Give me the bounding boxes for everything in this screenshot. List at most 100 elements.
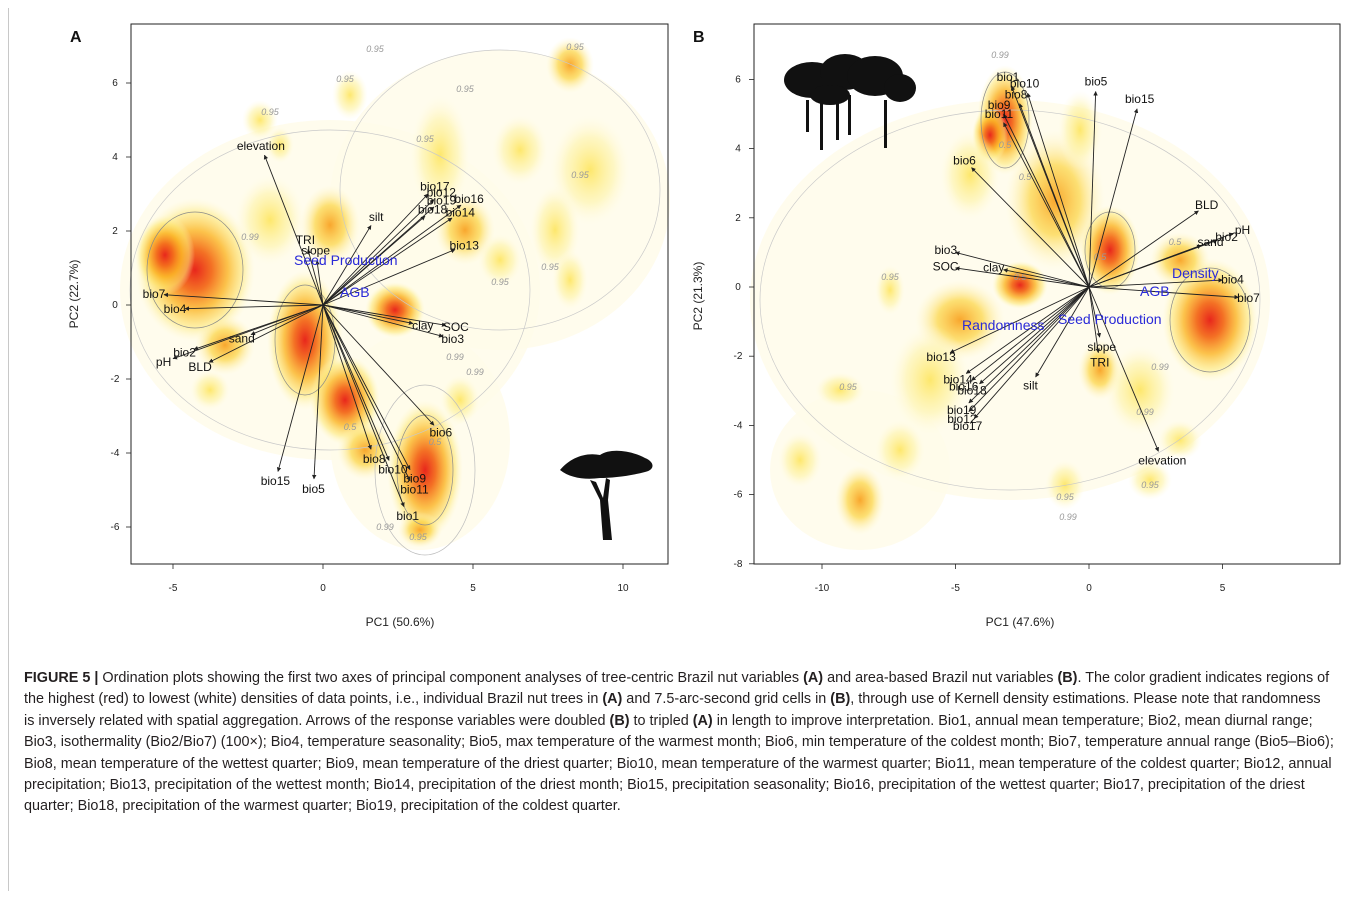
- panel-a-xtick-label: 0: [320, 583, 326, 594]
- panel-a-arrow-label-bio17: bio17: [420, 180, 450, 194]
- panel-a-response-label-agb: AGB: [340, 284, 370, 300]
- panel-b-arrow-label-clay: clay: [983, 261, 1004, 275]
- panel-b-ytick-label: 2: [735, 213, 741, 224]
- panel-b-contour-label: 0.5: [1169, 237, 1183, 247]
- panel-a-arrow-label-bio15: bio15: [261, 474, 291, 488]
- panel-a-ytick-label: 6: [112, 78, 118, 89]
- panel-a-ytick-label: 0: [112, 300, 118, 311]
- panel-b-arrow-label-bio6: bio6: [953, 154, 976, 168]
- panel-b-arrow-soc: [955, 266, 1090, 288]
- panel-b-arrow-bio9: [1003, 113, 1090, 288]
- panel-b-plot-frame: [753, 23, 1341, 565]
- panel-b-arrow-bio6: [971, 167, 1090, 288]
- panel-a-xtick-label: 10: [617, 583, 629, 594]
- panel-a-ytick-label: -6: [111, 522, 120, 533]
- panel-a-arrow-bio8: [322, 304, 372, 450]
- panel-b-arrow-bio10: [1026, 92, 1090, 288]
- panel-b-tree-silhouette: [784, 54, 916, 150]
- panel-b-contour-label: 0.5: [999, 140, 1013, 150]
- panel-a-response-label-seed-production: Seed Production: [294, 252, 398, 268]
- panel-a-arrow-label-bio4: bio4: [164, 302, 187, 316]
- panel-b-arrow-tri: [1088, 286, 1101, 354]
- figure-caption: FIGURE 5 | Ordination plots showing the …: [24, 668, 1334, 818]
- caption-panel-ref: (A): [692, 712, 713, 729]
- panel-b-arrow-bio3: [955, 251, 1090, 288]
- panel-a-arrow-label-bio14: bio14: [446, 205, 476, 219]
- panel-b-contour-label: 0.95: [839, 382, 858, 392]
- panel-a-contour-label: 0.5: [429, 437, 443, 447]
- panel-b-response-label-seed-production: Seed Production: [1058, 311, 1162, 327]
- panel-a-arrow-bio17: [322, 193, 429, 306]
- panel-b-response-label-agb: AGB: [1140, 283, 1170, 299]
- panel-a-arrow-bio11: [322, 304, 411, 482]
- panel-b-arrow-bio11: [1003, 122, 1090, 288]
- panel-a-arrow-sand: [250, 304, 324, 336]
- panel-b-contour-label: 0.95: [881, 272, 900, 282]
- panel-a-arrow-bio7: [163, 292, 324, 306]
- panel-b-arrow-label-slope: slope: [1087, 340, 1116, 354]
- panel-b-arrow-label-silt: silt: [1023, 379, 1038, 393]
- panel-a-arrow-label-bio19: bio19: [427, 193, 457, 207]
- panel-b-arrow-bld: [1088, 210, 1199, 288]
- panel-a-ytick-label: -4: [111, 448, 120, 459]
- panel-a-arrow-elevation: [263, 154, 324, 306]
- panel-a-arrow-label-bio3: bio3: [441, 332, 464, 346]
- panel-a-arrow-bio5: [311, 304, 324, 480]
- figure-frame: [8, 8, 1350, 891]
- panel-b-arrow-label-bio4: bio4: [1221, 273, 1244, 287]
- panel-b-arrow-label-bio19: bio19: [947, 403, 977, 417]
- panel-a-arrow-bio3: [322, 304, 444, 338]
- panel-b-arrow-bio4: [1088, 278, 1223, 288]
- panel-a-arrow-label-bio18: bio18: [418, 203, 448, 217]
- panel-a-arrow-bio4: [184, 304, 324, 311]
- panel-b-arrow-label-bio15: bio15: [1125, 92, 1155, 106]
- panel-a-tree-silhouette: [560, 450, 653, 540]
- panel-b-arrow-label-ph: pH: [1235, 223, 1250, 237]
- panel-a-arrow-label-bio6: bio6: [429, 426, 452, 440]
- panel-b-contour-label: 0.95: [1056, 492, 1075, 502]
- panel-a-arrow-bio18: [322, 215, 426, 306]
- panel-b-ytick-label: -6: [734, 490, 743, 501]
- panel-b-arrow-bio18: [979, 286, 1090, 385]
- panel-a-arrow-label-soc: SOC: [443, 320, 469, 334]
- panel-b-ytick-label: 0: [735, 282, 741, 293]
- caption-panel-ref: (A): [803, 670, 824, 686]
- panel-b-arrow-label-soc: SOC: [933, 260, 959, 274]
- panel-a-contour-label: 0.95: [571, 170, 590, 180]
- panel-a-plot-frame: [130, 23, 669, 565]
- panel-a-arrow-label-bio12: bio12: [427, 186, 457, 200]
- panel-a-arrow-label-bio16: bio16: [454, 192, 484, 206]
- panel-a-arrow-silt: [322, 225, 372, 306]
- panel-a-arrow-bio16: [322, 204, 462, 306]
- panel-a-arrow-bio15: [276, 304, 324, 472]
- panel-a-contour-label: 0.99: [466, 367, 484, 377]
- panel-a-arrow-bio13: [322, 248, 456, 306]
- panel-b-ytick-label: -8: [734, 559, 743, 570]
- panel-a-arrow-label-bio7: bio7: [143, 287, 166, 301]
- panel-a-arrow-tri: [306, 249, 324, 306]
- panel-a-xtick-label: 5: [470, 583, 476, 594]
- panel-b-arrow-label-bio2: bio2: [1215, 230, 1238, 244]
- panel-b-contour-label: 0.99: [1059, 512, 1077, 522]
- panel-a-arrow-bio14: [322, 217, 453, 306]
- panel-b-contour-label: 0.99: [1151, 362, 1169, 372]
- panel-a-contour-label: 0.95: [566, 42, 585, 52]
- panel-a-arrow-label-elevation: elevation: [237, 139, 285, 153]
- panel-b-arrow-label-bio10: bio10: [1010, 77, 1040, 91]
- panel-a-arrow-label-bld: BLD: [188, 360, 212, 374]
- panel-b-arrow-label-bio18: bio18: [957, 384, 987, 398]
- panel-a-contour-label: 0.95: [491, 277, 510, 287]
- caption-text: in length to improve interpretation. Bio…: [24, 712, 1334, 815]
- panel-b-arrow-label-bio7: bio7: [1237, 291, 1260, 305]
- panel-a-xtick-label: -5: [169, 583, 178, 594]
- panel-b-arrow-clay: [1003, 268, 1090, 288]
- panel-b-xtick-label: 0: [1086, 583, 1092, 594]
- panel-a-ytick-label: 4: [112, 152, 118, 163]
- panel-a-ytick-label: -2: [111, 374, 120, 385]
- caption-text: Ordination plots showing the first two a…: [98, 670, 804, 686]
- panel-a-arrow-label-bio13: bio13: [450, 239, 480, 253]
- panel-b-ytick-label: -4: [734, 420, 743, 431]
- panel-a-arrow-label-bio1: bio1: [396, 509, 419, 523]
- caption-text: and 7.5-arc-second grid cells in: [622, 691, 831, 708]
- panel-a-contour-label: 0.95: [261, 107, 280, 117]
